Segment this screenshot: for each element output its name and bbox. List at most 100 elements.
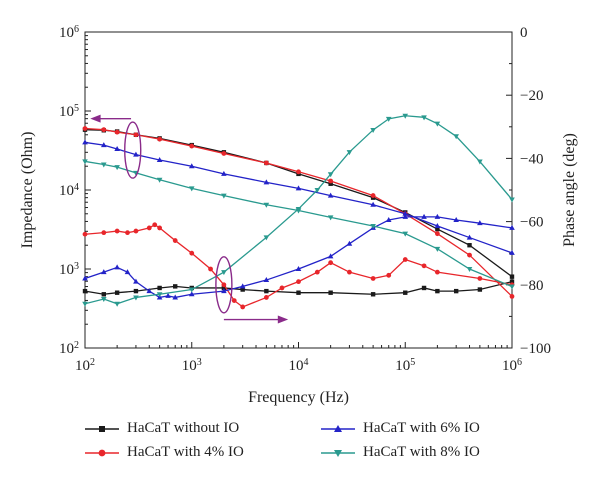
series-2-phase-point [453,217,459,223]
series-0-phase-point [421,285,427,291]
series-3-phase-point [188,287,195,293]
series-0-phase-point [403,290,408,295]
series-0-impedance-point [467,243,472,248]
series-2-phase-point [385,217,392,223]
series-3-impedance-point [114,165,120,171]
x-tick-label: 103 [182,357,202,375]
series-1-impedance-point [114,129,120,135]
series-1-phase-point [152,222,158,228]
series-0-impedance-point [328,181,333,186]
series-0-phase-point [453,288,459,294]
series-3-phase-point [477,159,483,165]
series-3-phase-point [453,134,459,140]
series-3-impedance-point [466,267,473,272]
series-2-impedance-point [263,179,270,185]
series-3-phase-point [385,116,392,122]
annotation-ellipse-phase [215,256,233,314]
series-1-impedance-point [467,252,472,258]
series-3-impedance-point [188,186,195,192]
series-3-phase-point [100,297,107,303]
series-2-phase-point [295,266,302,271]
series-2-phase-point [133,278,139,284]
series-0-phase-point [240,287,245,292]
series-2-phase-point [114,264,120,270]
series-3-phase-point [314,188,321,193]
series-2-impedance-line [85,141,512,254]
series-3-impedance-point [509,284,515,290]
series-2-impedance-point [295,185,302,191]
series-2-phase-point [263,277,270,283]
series-2-phase-point [165,292,171,298]
series-1-impedance-point [101,127,107,133]
legend-label: HaCaT with 4% IO [127,444,244,460]
series-2-impedance-point [100,142,107,148]
series-2-impedance-point [114,146,120,152]
series-0-phase-point [328,290,333,295]
series-1-phase-point [231,298,237,303]
y-right-tick-label: −100 [520,341,551,357]
y-left-tick-label: 104 [59,182,79,200]
x-axis-title: Frequency (Hz) [248,389,349,406]
series-0-phase-point [114,290,120,295]
series-2-impedance-point [133,151,139,157]
series-2-phase-point [477,220,483,226]
series-1-phase-point [101,230,107,236]
series-1-impedance-point [221,151,227,156]
series-2-impedance-point [156,156,163,162]
series-1-phase-point [386,272,392,278]
legend-swatch-triangle-icon [321,424,355,432]
series-0-phase-point [296,290,301,295]
series-2-impedance-point [327,192,334,198]
series-2-phase-point [327,253,334,259]
series-2-phase-point [221,288,227,294]
series-1-phase-point [263,295,269,300]
series-2-phase-line [85,216,512,299]
x-tick-label: 106 [502,357,522,375]
series-3-phase-point [346,150,353,156]
series-3-phase-point [114,301,120,307]
series-3-impedance-point [370,224,376,230]
series-3-phase-point [434,121,441,127]
series-0-phase-point [264,288,269,294]
series-1-phase-point [279,285,285,291]
series-2-phase-point [239,283,246,289]
series-1-phase-point [82,231,88,237]
series-1-phase-point [477,276,483,281]
series-3-phase-point [421,115,427,121]
legend-item-without-io: HaCaT without IO [85,420,239,437]
legend-swatch-circle-icon [85,449,119,456]
series-1-phase-point [434,269,440,275]
series-3-impedance-point [327,215,334,221]
series-2-impedance-point [402,210,409,216]
annotation-arrow-left-head [90,114,101,123]
series-3-impedance-point [402,231,409,237]
series-3-phase-point [370,127,376,133]
series-1-impedance-point [157,136,163,142]
series-1-phase-point [328,260,334,266]
legend-item-4pct-io: HaCaT with 4% IO [85,444,244,461]
legend-swatch-square-icon [85,425,119,432]
legend-item-8pct-io: HaCaT with 8% IO [321,444,480,461]
series-2-impedance-point [370,201,376,207]
annotation-ellipse-impedance [124,121,142,179]
series-3-phase-point [402,113,409,119]
y-left-tick-label: 103 [59,261,79,279]
series-2-phase-point [402,213,409,219]
series-1-phase-point [370,276,376,281]
series-1-phase-point [157,225,163,231]
y-left-tick-label: 106 [59,24,79,42]
series-1-impedance-point [509,293,515,299]
series-1-impedance-point [82,126,88,131]
series-0-impedance-point [435,226,440,232]
series-3-phase-point [327,172,334,178]
y-right-axis-title: Phase angle (deg) [561,133,578,247]
series-3-phase-point [133,295,139,301]
series-2-phase-point [434,213,441,219]
series-2-phase-point [124,269,131,275]
series-1-phase-point [240,304,246,310]
series-1-phase-point [296,279,301,285]
series-2-phase-point [346,240,353,246]
series-2-phase-point [421,213,427,219]
series-1-phase-point [421,263,427,269]
series-3-impedance-point [82,159,88,165]
